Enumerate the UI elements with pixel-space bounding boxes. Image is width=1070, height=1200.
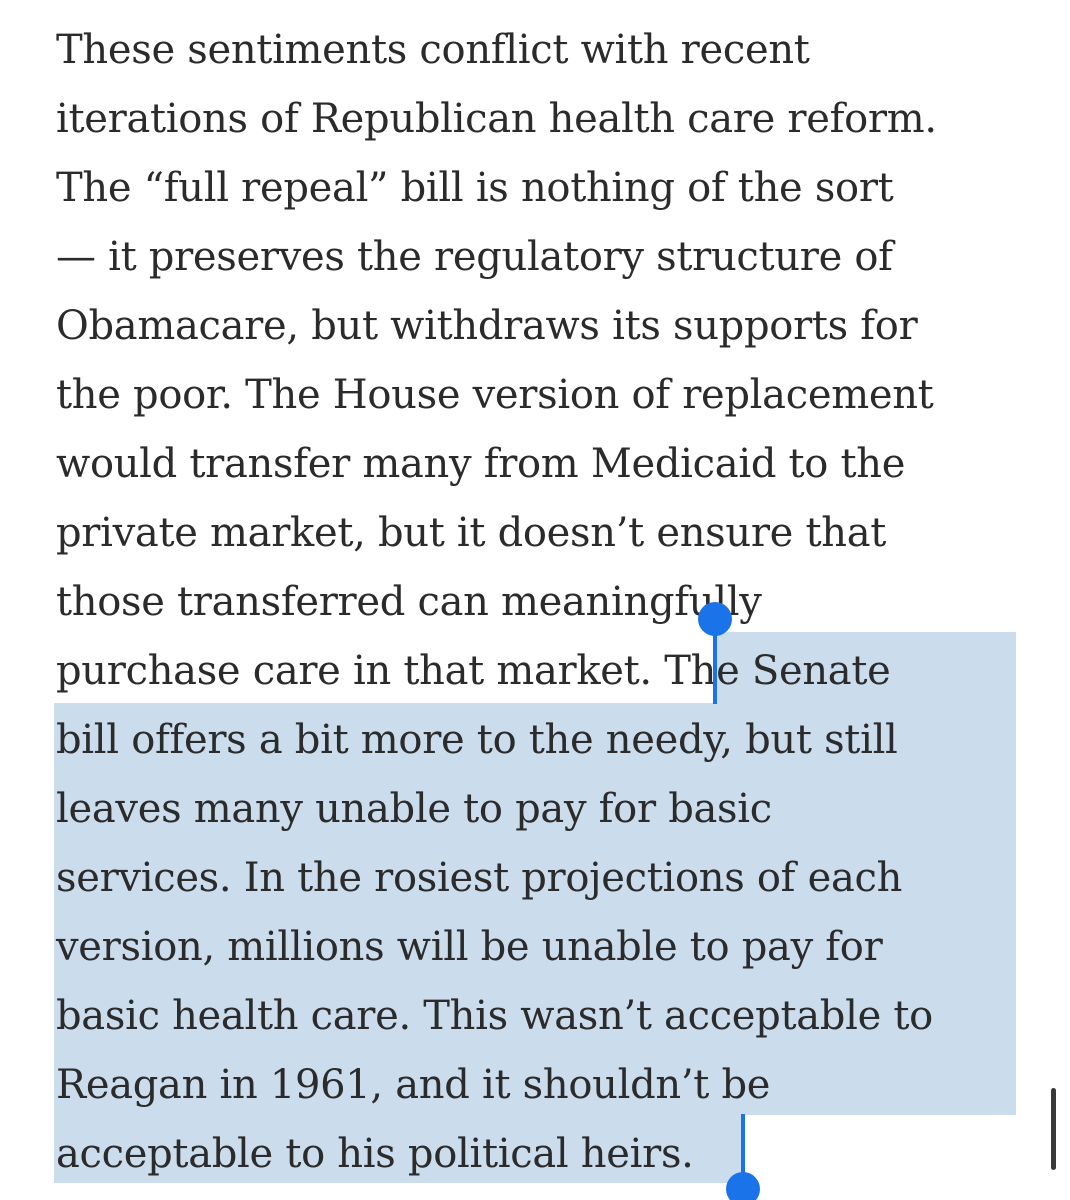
selected-text-line[interactable]: acceptable to his political heirs. — [56, 1131, 694, 1177]
text-line: — it preserves the regulatory structure … — [56, 234, 893, 280]
selection-highlight-last-line — [54, 1115, 744, 1183]
vertical-scrollbar[interactable] — [1051, 1088, 1056, 1170]
selected-text[interactable]: The Senate — [664, 648, 891, 694]
article-body[interactable]: These sentiments conflict with recent it… — [56, 16, 1046, 1189]
selected-text-line[interactable]: leaves many unable to pay for basic — [56, 786, 772, 832]
text-line: private market, but it doesn’t ensure th… — [56, 510, 887, 556]
text-line: iterations of Republican health care ref… — [56, 96, 937, 142]
text-line-mixed: purchase care in that market. The Senate — [56, 637, 1046, 706]
selection-end-handle-knob[interactable] — [726, 1172, 760, 1200]
selection-highlight-first-line — [714, 632, 1016, 703]
text-line: Obamacare, but withdraws its supports fo… — [56, 303, 918, 349]
unselected-text: purchase care in that market. — [56, 648, 665, 694]
selected-text-line[interactable]: version, millions will be unable to pay … — [56, 924, 883, 970]
selection-end-handle-bar[interactable] — [741, 1114, 745, 1182]
text-line: The “full repeal” bill is nothing of the… — [56, 165, 894, 211]
text-line: These sentiments conflict with recent — [56, 27, 810, 73]
selected-text-line[interactable]: services. In the rosiest projections of … — [56, 855, 903, 901]
selected-text-line[interactable]: basic health care. This wasn’t acceptabl… — [56, 993, 933, 1039]
selected-text-line[interactable]: Reagan in 1961, and it shouldn’t be — [56, 1062, 771, 1108]
text-line: those transferred can meaningfully — [56, 579, 762, 625]
text-line: the poor. The House version of replaceme… — [56, 372, 934, 418]
selection-start-handle-bar[interactable] — [713, 620, 717, 704]
text-line: would transfer many from Medicaid to the — [56, 441, 906, 487]
selection-highlight-body — [54, 703, 1016, 1115]
selected-text-line[interactable]: bill offers a bit more to the needy, but… — [56, 717, 898, 763]
